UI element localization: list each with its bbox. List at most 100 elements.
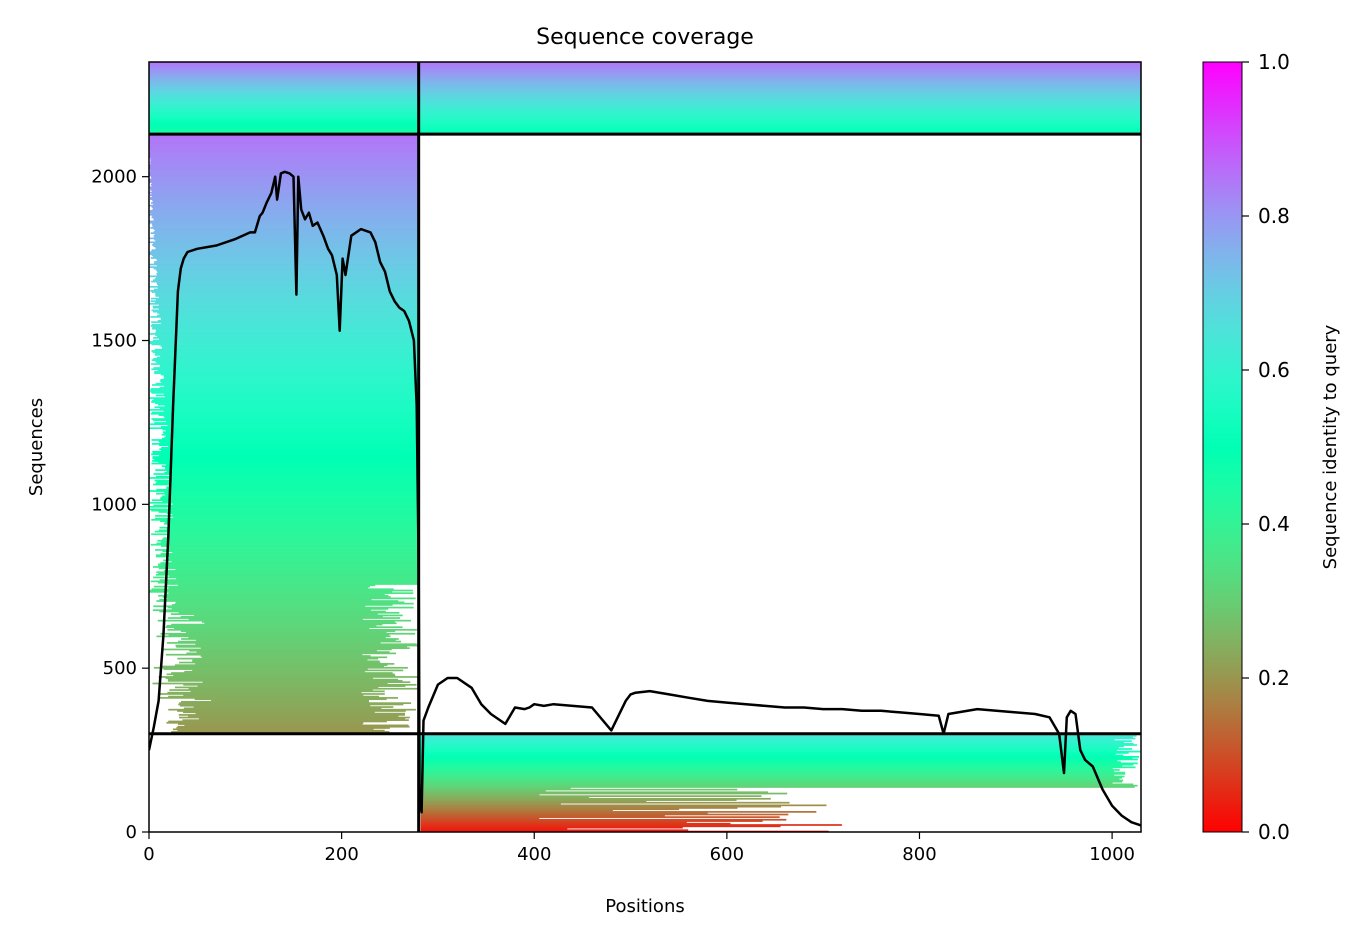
heat-row bbox=[150, 198, 419, 200]
heat-row bbox=[420, 745, 1124, 748]
heat-row bbox=[167, 534, 419, 537]
heat-row bbox=[168, 634, 390, 636]
x-tick-label: 1000 bbox=[1089, 844, 1135, 865]
heat-row bbox=[149, 67, 419, 69]
heat-row bbox=[149, 145, 419, 148]
heat-row bbox=[151, 321, 419, 324]
heat-row bbox=[177, 640, 402, 643]
heat-row bbox=[163, 393, 419, 396]
heat-row bbox=[152, 224, 419, 227]
heat-row bbox=[159, 526, 419, 529]
heat-row bbox=[149, 100, 419, 102]
heat-row bbox=[150, 157, 419, 160]
heat-row bbox=[156, 600, 399, 602]
heat-row bbox=[150, 160, 419, 162]
colorbar bbox=[1202, 61, 1243, 833]
heat-block bbox=[420, 733, 1141, 832]
heat-row bbox=[151, 323, 419, 326]
heat-row bbox=[149, 333, 419, 335]
heat-row bbox=[164, 491, 419, 494]
heat-row bbox=[420, 814, 665, 817]
heat-row bbox=[420, 809, 613, 812]
heat-row bbox=[156, 258, 419, 261]
heat-row bbox=[418, 64, 1141, 67]
heat-row bbox=[149, 123, 419, 126]
heat-row bbox=[149, 118, 419, 121]
heat-row bbox=[161, 426, 419, 428]
heat-row bbox=[418, 63, 1141, 66]
heat-row bbox=[149, 127, 419, 130]
heat-row bbox=[420, 740, 1132, 742]
heat-row bbox=[149, 94, 419, 97]
heat-row bbox=[149, 103, 419, 106]
heat-row bbox=[188, 618, 363, 621]
heat-row bbox=[420, 786, 1135, 788]
heat-row bbox=[149, 68, 419, 71]
heat-row bbox=[149, 181, 419, 183]
heat-row bbox=[153, 357, 419, 360]
heat-row bbox=[155, 268, 419, 271]
heat-row bbox=[149, 110, 419, 113]
heat-row bbox=[149, 237, 419, 240]
heat-row bbox=[149, 119, 419, 122]
heat-row bbox=[154, 372, 419, 375]
heat-row bbox=[149, 136, 419, 139]
heat-row bbox=[420, 792, 788, 795]
heat-row bbox=[171, 604, 393, 606]
heat-row bbox=[420, 750, 1141, 753]
heat-row bbox=[149, 124, 419, 127]
heat-row bbox=[418, 80, 1141, 83]
heat-row bbox=[153, 367, 419, 369]
heat-row bbox=[418, 102, 1141, 105]
heat-row bbox=[164, 376, 419, 378]
heat-row bbox=[160, 378, 419, 381]
heat-row bbox=[418, 131, 1141, 134]
heat-row bbox=[149, 63, 419, 66]
x-axis-label: Positions bbox=[605, 896, 684, 917]
heat-row bbox=[420, 749, 1117, 752]
heat-row bbox=[149, 111, 419, 114]
heat-row bbox=[178, 723, 363, 725]
heat-row bbox=[418, 110, 1141, 113]
heat-row bbox=[420, 811, 817, 813]
heat-row bbox=[177, 710, 406, 712]
heat-row bbox=[420, 755, 1140, 758]
heat-row bbox=[149, 477, 419, 479]
heat-row bbox=[420, 817, 540, 820]
heat-row bbox=[154, 233, 419, 236]
heat-row bbox=[151, 509, 419, 512]
heat-row bbox=[159, 697, 399, 699]
heat-row bbox=[150, 363, 419, 365]
heat-row bbox=[174, 664, 388, 667]
heat-row bbox=[153, 242, 419, 245]
heat-row bbox=[153, 262, 419, 265]
heat-row bbox=[420, 788, 738, 791]
heat-row bbox=[420, 813, 789, 816]
heat-row bbox=[152, 244, 419, 246]
heat-row bbox=[152, 457, 419, 460]
heat-row bbox=[420, 758, 1138, 761]
heat-row bbox=[151, 443, 419, 445]
heat-row bbox=[418, 96, 1141, 98]
heat-row bbox=[150, 162, 419, 165]
heat-row bbox=[151, 368, 419, 371]
heat-row bbox=[420, 804, 827, 807]
heat-row bbox=[418, 113, 1141, 115]
heat-row bbox=[420, 793, 540, 796]
heat-row bbox=[418, 123, 1141, 126]
heat-row bbox=[420, 773, 1126, 775]
heat-row bbox=[156, 356, 419, 359]
heat-row bbox=[161, 538, 419, 541]
heat-row bbox=[151, 453, 419, 456]
heat-row bbox=[149, 168, 419, 170]
heat-row bbox=[169, 484, 419, 487]
heat-row bbox=[201, 656, 388, 659]
heat-row bbox=[151, 291, 419, 293]
heat-row bbox=[420, 799, 737, 801]
heat-row bbox=[149, 191, 419, 194]
heat-row bbox=[152, 305, 419, 308]
heat-row bbox=[418, 97, 1141, 100]
heat-row bbox=[151, 401, 419, 403]
heat-row bbox=[169, 478, 419, 481]
heat-row bbox=[153, 288, 419, 291]
